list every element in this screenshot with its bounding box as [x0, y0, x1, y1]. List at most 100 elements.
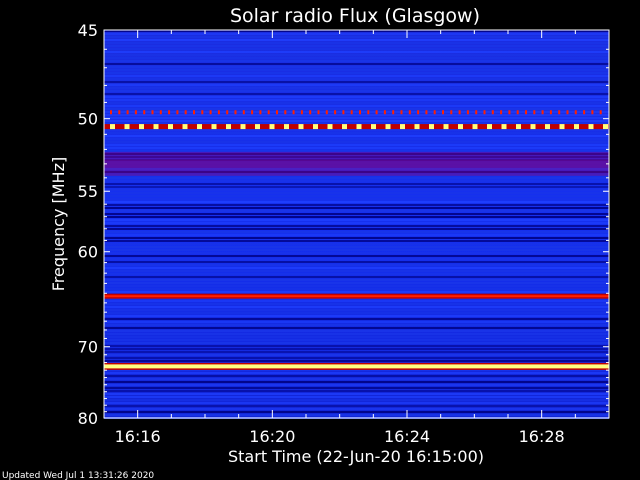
band-pulse — [566, 110, 569, 115]
band-pulse — [383, 110, 386, 115]
band-pulse — [284, 124, 289, 130]
noise-streak — [104, 360, 609, 362]
noise-streak — [104, 45, 609, 47]
noise-streak — [104, 219, 609, 221]
y-axis-label: Frequency [MHz] — [49, 157, 68, 291]
band-pulse — [500, 110, 503, 115]
noise-streak — [104, 291, 609, 293]
band-pulse — [176, 110, 179, 115]
band-pulse — [298, 124, 304, 130]
noise-streak — [104, 135, 609, 137]
noise-streak — [104, 78, 609, 80]
band-pulse — [197, 124, 202, 130]
noise-streak — [104, 90, 609, 92]
noise-streak — [104, 228, 609, 230]
noise-streak — [104, 36, 609, 38]
noise-streak — [104, 102, 609, 104]
noise-streak — [104, 390, 609, 392]
x-tick-label: 16:28 — [519, 427, 565, 446]
noise-streak — [104, 108, 609, 110]
band-pulse — [184, 110, 187, 115]
noise-streak — [104, 186, 609, 188]
noise-streak — [104, 111, 609, 113]
noise-streak — [104, 171, 609, 173]
band-pulse — [317, 110, 320, 115]
y-tick-label: 80 — [78, 409, 98, 428]
noise-streak — [104, 300, 609, 302]
noise-streak — [104, 63, 609, 65]
noise-streak — [104, 201, 609, 203]
noise-streak — [104, 348, 609, 350]
plot-frame — [103, 29, 610, 419]
y-axis: 45 50 55 60 70 80 — [78, 21, 609, 428]
band-pulse — [443, 124, 449, 130]
band-pulse — [442, 110, 444, 115]
noise-streak — [104, 249, 609, 251]
noise-streak — [104, 213, 609, 215]
band-pulse — [433, 110, 436, 115]
noise-streak — [104, 39, 609, 41]
noise-streak — [104, 48, 609, 50]
band-pulse — [342, 110, 345, 115]
x-tick-label: 16:24 — [384, 427, 430, 446]
noise-streak — [104, 66, 609, 68]
band-pulse — [143, 110, 146, 115]
noise-streak — [104, 414, 609, 416]
band-pulse — [533, 110, 536, 115]
noise-streak — [104, 30, 609, 32]
band-pulse — [371, 124, 376, 130]
noise-streak — [104, 321, 609, 323]
band-pulse — [574, 124, 579, 130]
band-pulse — [458, 124, 463, 130]
band-pulse — [545, 124, 550, 130]
noise-streak — [104, 258, 609, 260]
band-pulse — [255, 124, 260, 130]
noise-streak — [104, 369, 609, 371]
band-steady — [104, 364, 609, 369]
noise-streak — [104, 192, 609, 194]
noise-streak — [104, 69, 609, 71]
band-pulse — [549, 110, 552, 115]
spectrogram-bands — [104, 110, 609, 370]
noise-streak — [104, 177, 609, 179]
noise-streak — [104, 384, 609, 386]
band-pulse — [491, 110, 494, 115]
noise-streak — [104, 96, 609, 98]
y-tick-label: 70 — [78, 338, 98, 357]
noise-streak — [104, 93, 609, 95]
noise-streak — [104, 303, 609, 305]
band-pulse — [583, 110, 586, 115]
noise-streak — [104, 99, 609, 101]
noise-streak — [104, 318, 609, 320]
noise-streak — [104, 114, 609, 116]
band-pulse — [487, 124, 492, 130]
band-pulse — [574, 110, 577, 115]
noise-streak — [104, 411, 609, 413]
noise-streak — [104, 144, 609, 146]
noise-streak — [104, 381, 609, 383]
x-axis-label: Start Time (22-Jun-20 16:15:00) — [228, 447, 484, 466]
band-pulse — [450, 110, 453, 115]
noise-streak — [104, 117, 609, 119]
band-pulse — [516, 110, 519, 115]
band-pulse — [400, 110, 403, 115]
footer-updated: Updated Wed Jul 1 13:31:26 2020 — [2, 471, 154, 480]
noise-streak — [104, 336, 609, 338]
noise-streak — [104, 183, 609, 185]
band-pulse — [508, 110, 511, 115]
noise-streak — [104, 345, 609, 347]
band-pulse — [414, 124, 420, 130]
band-pulse — [242, 110, 245, 115]
band-pulse — [226, 110, 229, 115]
noise-streak — [104, 315, 609, 317]
band-pulse — [168, 110, 171, 115]
band-pulse — [182, 124, 188, 130]
noise-streak — [104, 75, 609, 77]
noise-streak — [104, 402, 609, 404]
noise-streak — [104, 273, 609, 275]
x-axis: 16:16 16:20 16:24 16:28 — [115, 30, 576, 446]
band-pulse — [134, 110, 137, 115]
noise-streak — [104, 81, 609, 83]
y-tick-label: 55 — [78, 182, 98, 201]
